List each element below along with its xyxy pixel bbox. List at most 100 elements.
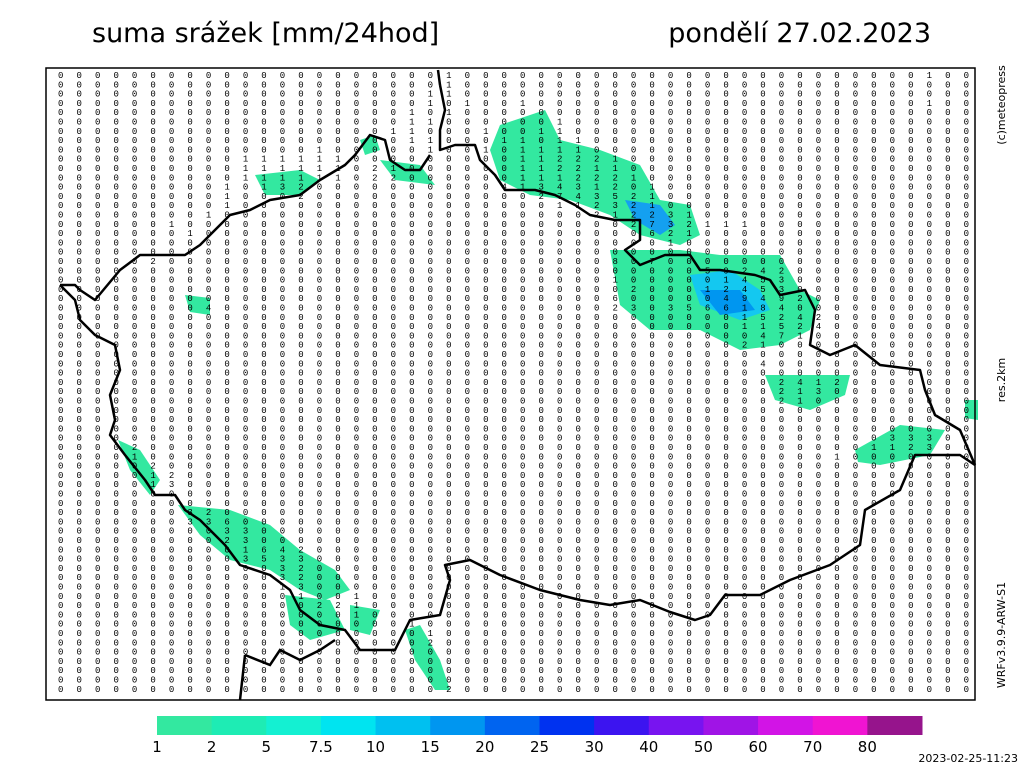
map-date: pondělí 27.02.2023 xyxy=(668,18,931,49)
grid-row: 0 0 0 0 0 0 0 0 0 0 0 0 0 0 0 0 0 0 0 1 … xyxy=(58,118,969,128)
grid-row: 0 0 0 0 0 0 0 0 0 0 0 0 0 0 0 0 0 0 0 0 … xyxy=(58,369,969,379)
grid-row: 0 0 0 0 0 0 0 0 0 0 0 0 0 0 0 0 0 0 0 0 … xyxy=(58,638,969,648)
grid-row: 0 0 0 0 0 0 0 0 0 0 0 0 0 0 2 2 1 0 0 0 … xyxy=(58,601,969,611)
colorbar-swatch xyxy=(157,716,213,735)
grid-row: 0 0 0 0 0 0 0 0 0 0 0 0 0 0 0 0 0 0 0 0 … xyxy=(58,499,969,509)
grid-row: 0 0 0 0 0 0 0 0 0 0 1 1 1 1 1 1 0 2 2 0 … xyxy=(58,173,969,183)
colorbar-label: 80 xyxy=(858,738,877,756)
grid-row: 0 0 0 0 0 0 0 0 0 0 1 1 1 1 1 1 0 0 0 0 … xyxy=(58,155,969,165)
grid-row: 0 0 0 0 0 0 0 0 0 0 0 0 0 0 0 0 0 0 0 0 … xyxy=(58,685,969,695)
grid-row: 0 0 0 0 0 0 0 0 0 0 0 0 0 0 0 0 0 0 0 0 … xyxy=(58,648,969,658)
grid-row: 0 0 0 0 0 0 0 0 0 0 0 0 0 0 0 0 0 0 0 0 … xyxy=(58,657,969,667)
colorbar-swatch xyxy=(430,716,486,735)
timestamp: 2023-02-25-11:23 xyxy=(918,752,1018,765)
grid-row: 0 0 0 0 0 0 0 1 0 0 0 0 0 0 0 0 0 0 0 0 … xyxy=(58,229,969,239)
colorbar-label: 30 xyxy=(585,738,604,756)
grid-row: 0 0 0 0 0 2 0 0 0 0 0 0 0 0 0 0 0 0 0 0 … xyxy=(58,257,969,267)
grid-row: 0 0 0 0 0 0 0 0 0 0 0 0 0 0 0 0 0 0 0 0 … xyxy=(58,350,969,360)
grid-row: 0 0 0 0 0 0 0 0 0 0 0 0 0 0 0 0 0 0 0 0 … xyxy=(58,406,969,416)
grid-row: 0 0 0 0 0 1 2 0 0 0 0 0 0 0 0 0 0 0 0 0 … xyxy=(58,471,969,481)
colorbar-label: 10 xyxy=(366,738,385,756)
grid-row: 0 0 0 0 0 0 0 0 0 0 0 0 0 0 0 0 0 0 0 1 … xyxy=(58,108,969,118)
grid-row: 0 0 0 0 0 0 0 0 0 1 0 1 3 2 0 0 0 0 0 0 … xyxy=(58,183,969,193)
grid-row: 0 0 0 0 0 0 0 0 0 0 0 0 0 0 0 0 1 0 0 0 … xyxy=(58,610,969,620)
grid-row: 0 0 0 0 0 0 0 0 0 0 0 0 0 0 0 0 0 0 0 0 … xyxy=(58,397,969,407)
grid-row: 0 0 0 0 0 0 1 0 0 0 0 0 0 0 0 0 0 0 0 0 … xyxy=(58,220,969,230)
resolution-label: res.2km xyxy=(995,358,1008,402)
grid-row: 0 0 0 0 0 1 3 0 0 0 0 0 0 0 0 0 0 0 0 0 … xyxy=(58,480,969,490)
model-label: WRFv3.9.9-ARW-S1 xyxy=(995,582,1008,688)
precip-area xyxy=(405,625,450,690)
colorbar: 1 2 5 7.5 10 15 20 25 30 40 50 60 70 80 xyxy=(152,716,923,756)
grid-row: 0 0 0 0 0 0 0 0 0 0 0 0 0 0 0 0 0 0 0 0 … xyxy=(58,490,969,500)
grid-row: 0 0 0 0 0 0 0 0 0 0 0 0 0 0 0 0 0 0 0 0 … xyxy=(58,415,969,425)
precip-area xyxy=(178,505,350,600)
colorbar-swatch xyxy=(211,716,267,735)
colorbar-swatch xyxy=(703,716,759,735)
grid-row: 0 0 0 0 0 0 0 0 0 0 0 0 0 0 0 0 0 0 0 1 … xyxy=(58,136,969,146)
colorbar-label: 25 xyxy=(530,738,549,756)
grid-row: 0 0 0 0 0 0 0 0 0 2 3 0 0 0 0 0 0 0 0 0 … xyxy=(58,536,969,546)
colorbar-swatch xyxy=(539,716,595,735)
grid-row: 0 0 0 0 0 0 0 0 0 0 0 0 0 0 0 0 0 0 0 0 … xyxy=(58,248,969,258)
colorbar-swatch xyxy=(594,716,650,735)
grid-row: 0 0 0 0 0 0 0 0 1 0 0 0 0 0 0 0 0 0 0 0 … xyxy=(58,211,969,221)
colorbar-label: 1 xyxy=(152,738,162,756)
colorbar-label: 2 xyxy=(207,738,217,756)
country-border xyxy=(59,69,977,652)
colorbar-swatch xyxy=(375,716,431,735)
precip-area xyxy=(285,595,345,640)
colorbar-label: 50 xyxy=(694,738,713,756)
grid-row: 0 0 0 0 0 0 0 0 0 3 3 0 0 0 0 0 0 0 0 0 … xyxy=(58,527,969,537)
grid-row: 0 0 0 0 0 0 0 0 0 0 0 0 0 0 0 0 0 0 0 0 … xyxy=(58,266,969,276)
grid-row: 0 0 0 0 0 0 0 0 0 0 0 0 0 0 0 0 0 0 0 0 … xyxy=(58,80,969,90)
grid-row: 0 0 0 0 0 0 0 0 0 0 0 0 0 0 0 0 0 0 0 0 … xyxy=(58,285,969,295)
grid-row: 0 0 0 0 0 0 0 0 0 0 1 6 4 2 0 0 0 0 0 0 … xyxy=(58,545,969,555)
colorbar-label: 20 xyxy=(475,738,494,756)
grid-row: 0 0 0 0 0 0 0 0 0 0 0 0 0 0 0 0 0 0 0 0 … xyxy=(58,71,969,81)
grid-row: 0 0 0 0 0 0 0 0 0 1 0 0 0 0 0 0 0 0 0 0 … xyxy=(58,201,969,211)
colorbar-swatch xyxy=(812,716,868,735)
colorbar-swatch xyxy=(648,716,704,735)
colorbar-label: 15 xyxy=(421,738,440,756)
grid-row: 0 0 0 0 0 0 0 0 0 0 0 0 3 2 0 0 0 0 0 0 … xyxy=(58,564,969,574)
colorbar-swatch xyxy=(758,716,814,735)
map-frame xyxy=(45,67,976,701)
precip-area xyxy=(350,605,380,635)
country-border xyxy=(238,638,336,701)
colorbar-swatch xyxy=(320,716,377,735)
precip-area xyxy=(118,440,160,495)
grid-row: 0 0 0 0 0 0 0 0 0 0 0 0 0 0 0 0 0 0 0 0 … xyxy=(58,313,969,323)
grid-row: 0 0 0 0 0 0 0 0 0 0 0 0 0 0 0 0 0 0 0 0 … xyxy=(58,434,969,444)
grid-row: 0 0 0 0 0 0 0 0 0 0 0 0 0 0 0 0 0 0 0 0 … xyxy=(58,359,969,369)
grid-row: 0 0 0 0 1 0 0 0 0 0 0 0 0 0 0 0 0 0 0 0 … xyxy=(58,452,969,462)
grid-row: 0 0 0 0 0 0 0 0 0 0 0 0 0 0 0 0 0 0 0 0 … xyxy=(58,238,969,248)
map-title: suma srážek [mm/24hod] xyxy=(92,18,439,49)
grid-row: 0 0 0 0 0 0 0 0 0 0 0 0 0 0 0 0 0 0 0 0 … xyxy=(58,676,969,686)
colorbar-label: 7.5 xyxy=(309,738,333,756)
grid-row: 0 0 0 0 0 0 0 0 0 0 0 0 0 0 0 0 0 0 0 1 … xyxy=(58,620,969,630)
grid-row: 0 0 0 0 0 0 0 0 0 0 1 1 1 1 1 1 0 2 1 0 … xyxy=(58,164,969,174)
grid-row: 0 0 0 0 0 0 0 3 2 0 0 0 0 0 0 0 0 0 0 0 … xyxy=(58,508,969,518)
colorbar-label: 60 xyxy=(749,738,768,756)
grid-row: 0 0 0 0 0 0 0 0 0 0 3 5 3 3 0 0 0 0 0 0 … xyxy=(58,555,969,565)
grid-row: 0 0 0 0 0 0 0 0 0 0 0 0 0 0 0 0 0 0 0 0 … xyxy=(58,424,969,434)
grid-row: 0 0 0 0 0 0 0 0 0 0 0 0 0 0 0 0 0 0 0 0 … xyxy=(58,294,969,304)
grid-row: 0 0 0 0 0 0 0 3 3 6 0 0 0 0 0 0 0 0 0 0 … xyxy=(58,517,969,527)
grid-row: 0 0 0 0 0 0 0 0 0 0 0 0 1 3 0 0 0 0 0 0 … xyxy=(58,583,969,593)
grid-row: 0 0 0 0 0 0 0 0 0 0 0 0 0 0 0 0 0 0 0 0 … xyxy=(58,341,969,351)
grid-row: 0 0 0 0 0 0 0 0 0 0 0 0 0 0 0 0 0 0 0 0 … xyxy=(58,322,969,332)
grid-row: 0 0 0 0 0 0 0 0 0 0 0 0 0 0 1 0 0 0 0 0 … xyxy=(58,145,969,155)
grid-row: 0 0 0 0 0 0 0 0 0 0 0 0 0 0 0 0 0 0 0 0 … xyxy=(58,276,969,286)
colorbar-swatch xyxy=(266,716,322,735)
grid-row: 0 0 0 0 0 0 0 0 0 0 0 0 0 0 0 0 0 0 1 1 … xyxy=(58,127,969,137)
grid-row: 0 0 0 0 0 2 0 0 0 0 0 0 0 0 0 0 0 0 0 0 … xyxy=(58,462,969,472)
precip-area xyxy=(765,375,850,410)
grid-row: 0 0 0 0 2 0 0 0 0 0 0 0 0 0 0 0 0 0 0 0 … xyxy=(58,443,969,453)
grid-row: 0 0 0 0 0 0 0 0 0 0 0 0 0 0 0 0 0 0 0 0 … xyxy=(58,99,969,109)
grid-row: 0 0 0 0 0 0 0 0 0 0 0 0 0 0 0 0 0 0 0 0 … xyxy=(58,629,969,639)
grid-row: 0 0 0 0 0 0 0 0 0 0 0 0 0 0 0 0 0 0 0 0 … xyxy=(58,90,969,100)
grid-row: 0 0 0 0 0 0 0 0 0 0 0 0 0 0 0 0 0 0 0 0 … xyxy=(58,666,969,676)
